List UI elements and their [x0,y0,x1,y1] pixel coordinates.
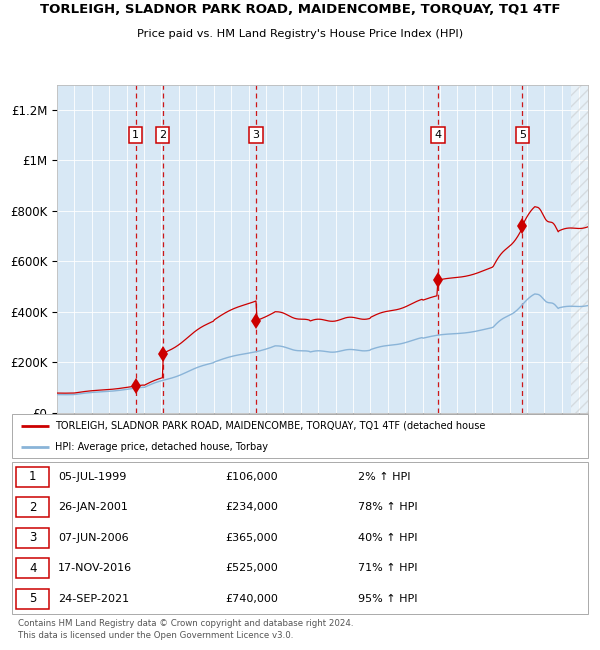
Text: 1: 1 [29,471,37,484]
Text: 40% ↑ HPI: 40% ↑ HPI [358,533,417,543]
Text: 1: 1 [132,131,139,140]
Text: 4: 4 [434,131,442,140]
Text: 3: 3 [253,131,259,140]
Text: 3: 3 [29,532,37,545]
Text: 2: 2 [29,500,37,514]
Text: TORLEIGH, SLADNOR PARK ROAD, MAIDENCOMBE, TORQUAY, TQ1 4TF (detached house: TORLEIGH, SLADNOR PARK ROAD, MAIDENCOMBE… [55,421,485,430]
Text: 07-JUN-2006: 07-JUN-2006 [58,533,129,543]
Text: 24-SEP-2021: 24-SEP-2021 [58,594,129,604]
Text: HPI: Average price, detached house, Torbay: HPI: Average price, detached house, Torb… [55,442,268,452]
Text: 95% ↑ HPI: 95% ↑ HPI [358,594,417,604]
FancyBboxPatch shape [16,497,49,517]
Text: 2: 2 [159,131,166,140]
Text: 5: 5 [519,131,526,140]
FancyBboxPatch shape [16,558,49,578]
FancyBboxPatch shape [12,414,588,458]
Text: £106,000: £106,000 [225,472,278,482]
Text: £234,000: £234,000 [225,502,278,512]
Text: £740,000: £740,000 [225,594,278,604]
Text: 26-JAN-2001: 26-JAN-2001 [58,502,128,512]
Text: £525,000: £525,000 [225,564,278,573]
Text: 2% ↑ HPI: 2% ↑ HPI [358,472,410,482]
Text: 17-NOV-2016: 17-NOV-2016 [58,564,132,573]
Text: TORLEIGH, SLADNOR PARK ROAD, MAIDENCOMBE, TORQUAY, TQ1 4TF: TORLEIGH, SLADNOR PARK ROAD, MAIDENCOMBE… [40,3,560,16]
Text: This data is licensed under the Open Government Licence v3.0.: This data is licensed under the Open Gov… [18,630,293,640]
Text: 05-JUL-1999: 05-JUL-1999 [58,472,127,482]
Text: 4: 4 [29,562,37,575]
FancyBboxPatch shape [16,589,49,609]
FancyBboxPatch shape [16,528,49,548]
Text: 5: 5 [29,593,37,606]
FancyBboxPatch shape [12,462,588,614]
Text: £365,000: £365,000 [225,533,278,543]
Bar [571,84,588,413]
Text: 78% ↑ HPI: 78% ↑ HPI [358,502,417,512]
FancyBboxPatch shape [16,467,49,487]
Text: Price paid vs. HM Land Registry's House Price Index (HPI): Price paid vs. HM Land Registry's House … [137,29,463,38]
Text: 71% ↑ HPI: 71% ↑ HPI [358,564,417,573]
Text: Contains HM Land Registry data © Crown copyright and database right 2024.: Contains HM Land Registry data © Crown c… [18,619,353,628]
